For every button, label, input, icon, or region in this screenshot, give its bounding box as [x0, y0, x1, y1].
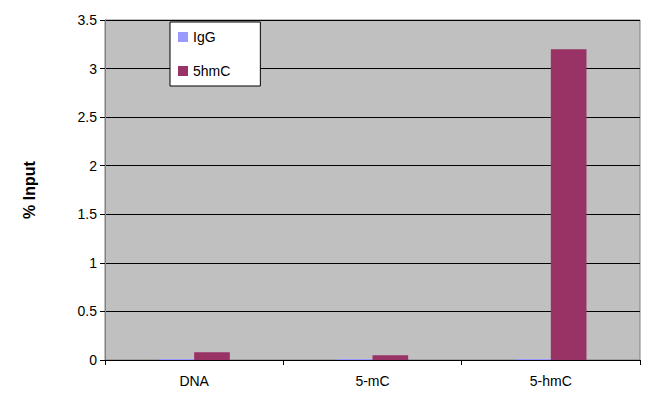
svg-text:3.5: 3.5: [78, 12, 98, 28]
svg-text:5-hmC: 5-hmC: [530, 373, 572, 389]
svg-text:2.5: 2.5: [78, 109, 98, 125]
svg-text:0.5: 0.5: [78, 303, 98, 319]
svg-text:1: 1: [89, 255, 97, 271]
svg-text:2: 2: [89, 158, 97, 174]
svg-text:3: 3: [89, 61, 97, 77]
svg-text:IgG: IgG: [193, 29, 216, 45]
svg-text:1.5: 1.5: [78, 206, 98, 222]
svg-text:5hmC: 5hmC: [193, 63, 230, 79]
svg-text:DNA: DNA: [179, 373, 209, 389]
svg-text:% Input: % Input: [21, 160, 38, 218]
svg-text:0: 0: [89, 352, 97, 368]
svg-text:5-mC: 5-mC: [355, 373, 389, 389]
